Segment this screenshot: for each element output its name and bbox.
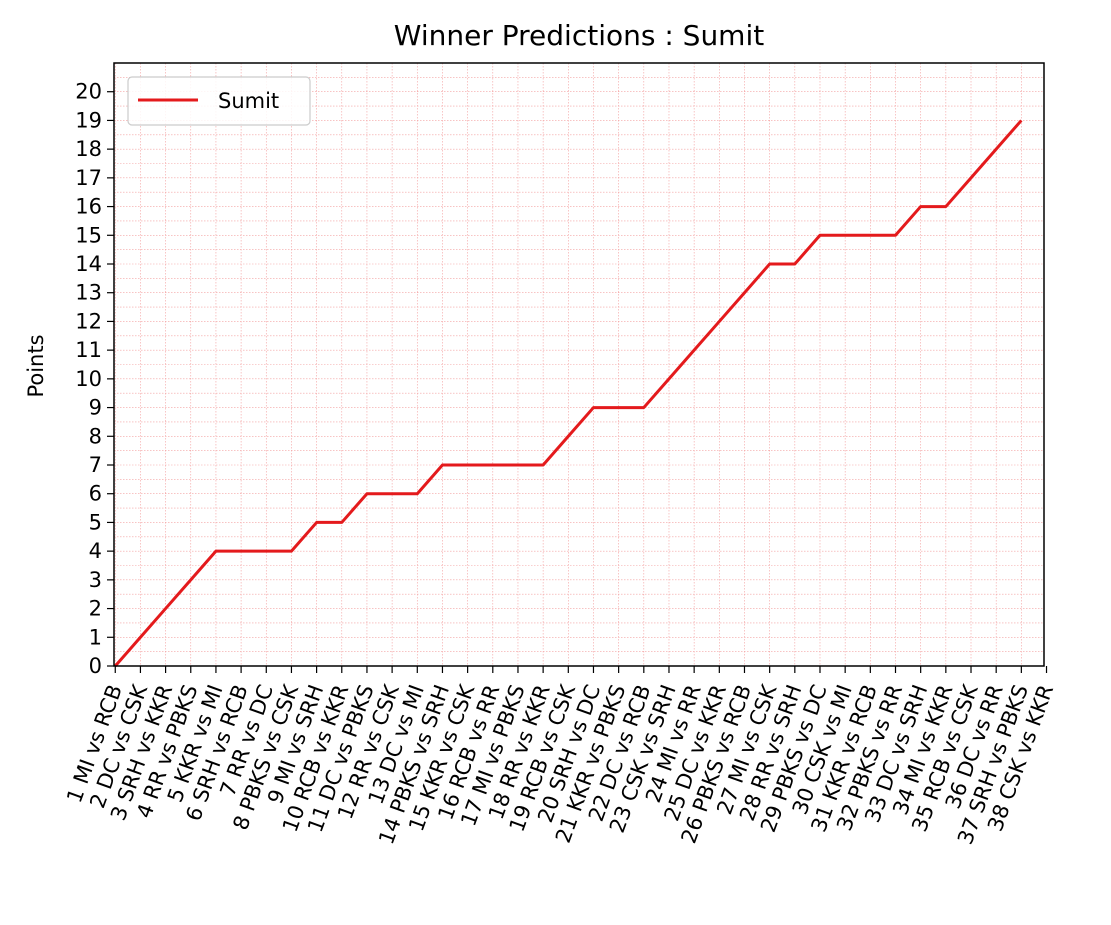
legend-box bbox=[127, 76, 311, 126]
grid bbox=[114, 62, 1044, 667]
y-axis-label: Points bbox=[24, 334, 48, 397]
y-tick-label: 14 bbox=[75, 252, 102, 276]
series-layer bbox=[114, 119, 1023, 667]
y-tick-label: 9 bbox=[89, 396, 102, 420]
y-tick-label: 6 bbox=[89, 482, 102, 506]
y-tick-label: 19 bbox=[75, 108, 102, 132]
y-tick-label: 20 bbox=[75, 80, 102, 104]
plot-frame bbox=[113, 62, 1045, 667]
y-tick-label: 7 bbox=[89, 453, 102, 477]
y-tick-label: 18 bbox=[75, 137, 102, 161]
y-tick-label: 1 bbox=[89, 625, 102, 649]
y-tick-label: 16 bbox=[75, 195, 102, 219]
y-tick-label: 13 bbox=[75, 281, 102, 305]
y-tick-label: 11 bbox=[75, 338, 102, 362]
y-tick-label: 17 bbox=[75, 166, 102, 190]
y-tick-label: 10 bbox=[75, 367, 102, 391]
y-tick-label: 0 bbox=[89, 654, 102, 678]
y-tick-label: 12 bbox=[75, 309, 102, 333]
y-tick-label: 8 bbox=[89, 424, 102, 448]
y-tick-label: 2 bbox=[89, 597, 102, 621]
legend: Sumit bbox=[127, 76, 311, 126]
y-tick-label: 4 bbox=[89, 539, 102, 563]
chart-title: Winner Predictions : Sumit bbox=[394, 19, 764, 52]
y-tick-label: 3 bbox=[89, 568, 102, 592]
legend-label-sumit: Sumit bbox=[218, 89, 279, 113]
y-tick-label: 15 bbox=[75, 223, 102, 247]
y-tick-label: 5 bbox=[89, 510, 102, 534]
